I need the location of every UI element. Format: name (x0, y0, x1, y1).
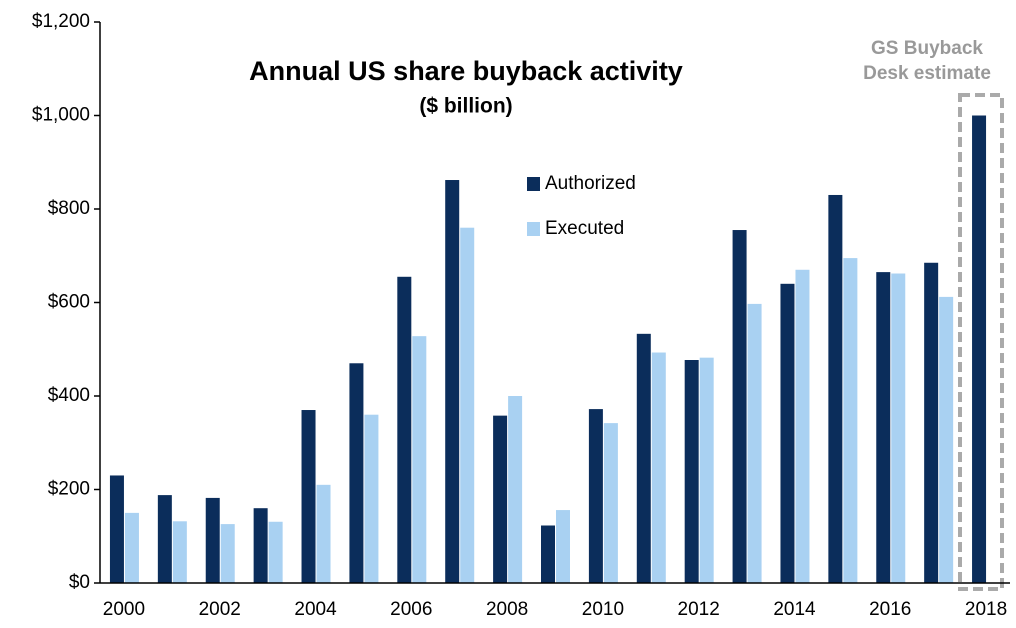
bar (205, 497, 220, 583)
chart-title: Annual US share buyback activity (249, 56, 683, 86)
x-tick-label: 2000 (103, 599, 145, 620)
bar (508, 396, 523, 583)
legend-label: Authorized (545, 173, 636, 194)
y-tick-label: $400 (48, 385, 90, 406)
bar (397, 276, 412, 583)
bar (747, 303, 762, 583)
bar (556, 510, 570, 583)
y-tick-label: $1,200 (32, 11, 90, 32)
x-tick-label: 2014 (773, 599, 816, 620)
bar (780, 283, 795, 583)
x-tick-label: 2006 (390, 599, 432, 620)
x-tick-label: 2010 (582, 599, 624, 620)
x-tick-label: 2012 (678, 599, 720, 620)
bar (220, 524, 235, 583)
x-tick-label: 2004 (294, 599, 337, 620)
y-tick-label: $0 (69, 572, 90, 593)
bar (795, 269, 810, 583)
x-tick-label: 2016 (869, 599, 911, 620)
bar (651, 352, 666, 583)
bar (109, 475, 124, 583)
annotation: GS Buyback (871, 38, 983, 59)
bar (684, 360, 699, 583)
bar (157, 495, 172, 583)
bar (603, 423, 618, 583)
legend-label: Executed (545, 218, 624, 239)
bar (253, 508, 268, 583)
bar (124, 512, 139, 583)
bar (541, 525, 555, 583)
bar (699, 357, 714, 583)
bar (349, 363, 364, 583)
bar (636, 333, 651, 583)
bar (732, 230, 747, 583)
legend-swatch (527, 222, 540, 236)
y-tick-label: $800 (48, 198, 90, 219)
bar (301, 410, 316, 583)
bar (924, 262, 939, 583)
bar (493, 415, 508, 583)
bar (316, 484, 331, 583)
bar (828, 194, 843, 583)
bar (445, 180, 460, 583)
annotation: Desk estimate (863, 63, 991, 84)
y-tick-label: $1,000 (32, 105, 90, 126)
bar (268, 521, 283, 583)
bar (876, 272, 891, 583)
x-tick-label: 2002 (199, 599, 241, 620)
x-tick-label: 2018 (965, 599, 1007, 620)
bar (972, 115, 987, 583)
bar (939, 296, 954, 583)
y-tick-label: $600 (48, 292, 90, 313)
bar (588, 409, 603, 583)
bar (891, 273, 906, 583)
bar (460, 227, 475, 583)
y-tick-label: $200 (48, 479, 90, 500)
bar (412, 336, 427, 583)
bar (364, 414, 379, 583)
legend-swatch (527, 177, 540, 191)
bar (843, 258, 858, 583)
estimate-box (958, 93, 1004, 591)
bar (172, 521, 187, 583)
chart-subtitle: ($ billion) (419, 95, 512, 118)
x-tick-label: 2008 (486, 599, 528, 620)
